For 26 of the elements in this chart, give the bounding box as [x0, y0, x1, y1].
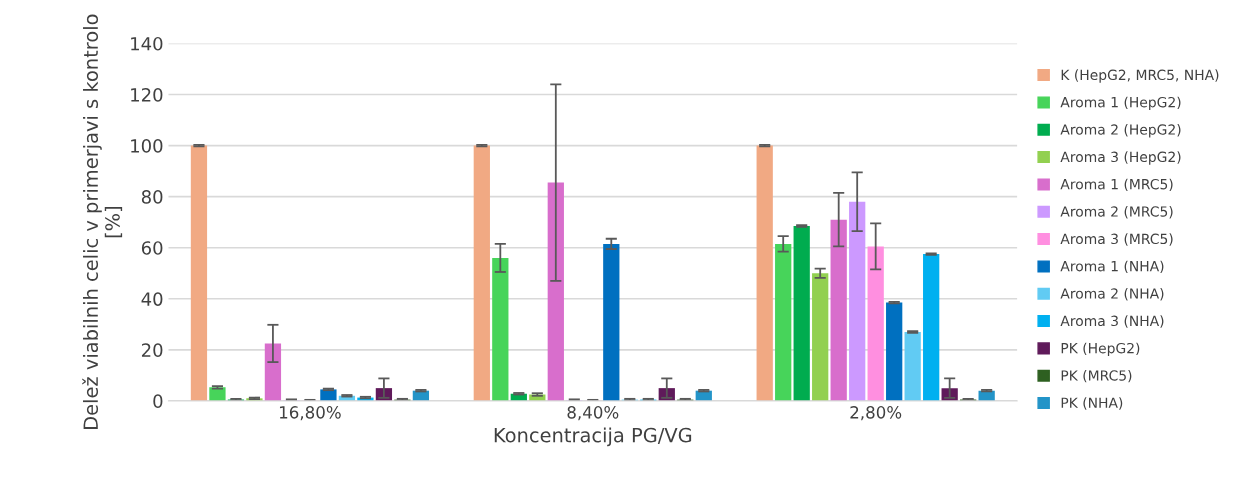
legend-label: PK (HepG2)	[1061, 342, 1140, 357]
legend-label: Aroma 1 (NHA)	[1060, 260, 1164, 274]
x-tick-label: 2,80%	[850, 406, 902, 421]
legend-label: PK (NHA)	[1061, 397, 1123, 410]
x-tick-label: 16,80%	[279, 406, 341, 421]
legend-label: Aroma 3 (HepG2)	[1060, 151, 1181, 165]
y-tick-label: 40	[141, 292, 163, 306]
legend-label: PK (MRC5)	[1061, 370, 1132, 383]
y-tick-label: 120	[131, 87, 163, 102]
x-tick-label: 8,40%	[567, 406, 619, 421]
x-axis-title: Koncentracija PG/VG	[494, 427, 692, 447]
legend-label: Aroma 3 (MRC5)	[1060, 233, 1173, 246]
legend-label: Aroma 2 (MRC5)	[1060, 206, 1173, 219]
y-tick-label: 140	[131, 36, 163, 51]
y-tick-label: 100	[131, 139, 163, 153]
y-tick-label: 60	[141, 241, 163, 255]
y-tick-label: 80	[141, 190, 163, 204]
y-tick-label: 20	[141, 343, 163, 357]
y-axis-title: Delež viabilnih celic v primerjavi s kontrolo [%]	[82, 14, 123, 429]
legend-label: Aroma 3 (NHA)	[1060, 315, 1164, 328]
legend-label: Aroma 2 (NHA)	[1060, 288, 1164, 301]
y-tick-label: 0	[153, 394, 163, 409]
legend-label: Aroma 2 (HepG2)	[1060, 124, 1181, 138]
legend-label: K (HepG2, MRC5, NHA)	[1061, 69, 1219, 83]
legend-label: Aroma 1 (MRC5)	[1060, 178, 1173, 192]
legend-label: Aroma 1 (HepG2)	[1060, 96, 1181, 111]
